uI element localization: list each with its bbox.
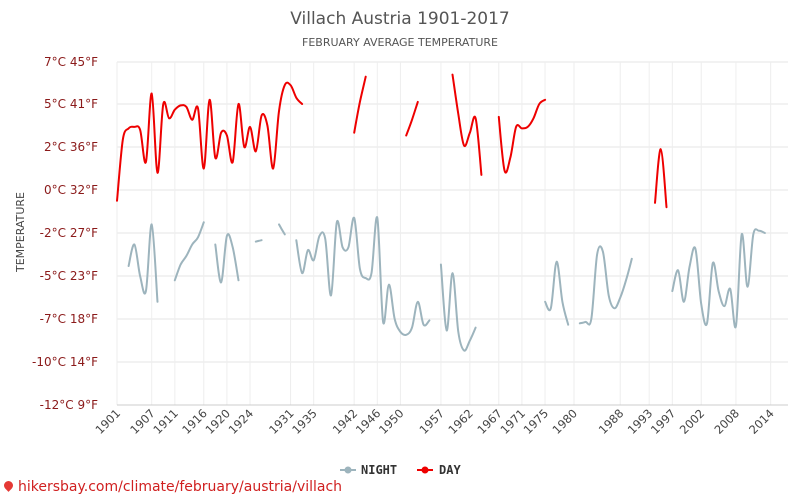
series-night-line: [278, 223, 286, 236]
series-lines: [116, 73, 766, 352]
x-tick-label: 2008: [711, 406, 742, 437]
series-night-line: [127, 223, 159, 303]
series-day-line: [353, 75, 367, 134]
x-tick-label: 2014: [746, 406, 777, 437]
legend-item-night[interactable]: NIGHT: [340, 463, 397, 477]
series-night-line: [254, 239, 263, 243]
x-tick-label: 1971: [497, 406, 528, 437]
source-link[interactable]: hikersbay.com/climate/february/austria/v…: [2, 479, 343, 495]
x-tick-label: 1924: [226, 406, 257, 437]
series-night-line: [544, 260, 570, 326]
x-tick-label: 1935: [289, 406, 320, 437]
y-axis-label: TEMPERATURE: [14, 192, 27, 273]
series-day-line: [451, 73, 483, 176]
y-tick-labels: 7°C 45°F 5°C 41°F 2°C 36°F 0°C 32°F -2°C 27°…: [32, 55, 98, 412]
x-tick-label: 1957: [416, 406, 447, 437]
y-tick-label: -2°C 27°F: [40, 226, 98, 240]
x-tick-label: 1942: [330, 406, 361, 437]
series-night-line: [439, 263, 477, 352]
series-night-line: [214, 233, 240, 284]
x-tick-label: 1980: [549, 406, 580, 437]
x-tick-label: 1950: [376, 406, 407, 437]
legend-night-marker: [344, 466, 352, 474]
series-day-line: [497, 98, 547, 174]
legend[interactable]: NIGHT DAY: [340, 463, 461, 477]
legend-item-day[interactable]: DAY: [417, 463, 461, 477]
chart-subtitle: FEBRUARY AVERAGE TEMPERATURE: [302, 36, 498, 49]
grid-lines: [116, 61, 788, 406]
x-tick-label: 1967: [474, 406, 505, 437]
series-night-line: [173, 221, 205, 282]
x-tick-label: 1907: [127, 406, 158, 437]
x-tick-label: 1931: [266, 406, 297, 437]
source-text: hikersbay.com/climate/february/austria/v…: [18, 479, 343, 495]
y-tick-label: -10°C 14°F: [32, 355, 98, 369]
y-tick-label: 0°C 32°F: [44, 183, 98, 197]
x-tick-label: 1946: [353, 406, 384, 437]
x-tick-label: 1920: [202, 406, 233, 437]
y-tick-label: -7°C 18°F: [40, 312, 98, 326]
y-tick-label: 2°C 36°F: [44, 140, 98, 154]
x-tick-label: 2002: [677, 406, 708, 437]
x-tick-label: 1993: [625, 406, 656, 437]
y-tick-label: 5°C 41°F: [44, 97, 98, 111]
series-day: [116, 73, 668, 209]
series-night-line: [578, 245, 633, 326]
x-tick-label: 1997: [648, 406, 679, 437]
x-tick-label: 1962: [445, 406, 476, 437]
series-night: [127, 216, 766, 352]
x-tick-label: 1911: [150, 406, 181, 437]
location-pin-icon: [2, 479, 15, 492]
x-tick-label: 1916: [179, 406, 210, 437]
y-tick-label: 7°C 45°F: [44, 55, 98, 69]
series-day-line: [116, 81, 304, 202]
legend-night-label: NIGHT: [361, 463, 397, 477]
series-day-line: [654, 148, 668, 209]
series-day-line: [405, 100, 419, 137]
legend-day-marker: [421, 466, 429, 474]
chart-title: Villach Austria 1901-2017: [290, 9, 510, 29]
x-tick-label: 1975: [521, 406, 552, 437]
series-night-line: [295, 216, 431, 337]
y-tick-label: -5°C 23°F: [40, 269, 98, 283]
legend-day-label: DAY: [439, 463, 461, 477]
y-tick-label: -12°C 9°F: [40, 398, 98, 412]
x-tick-label: 1988: [596, 406, 627, 437]
series-night-line: [671, 228, 766, 329]
